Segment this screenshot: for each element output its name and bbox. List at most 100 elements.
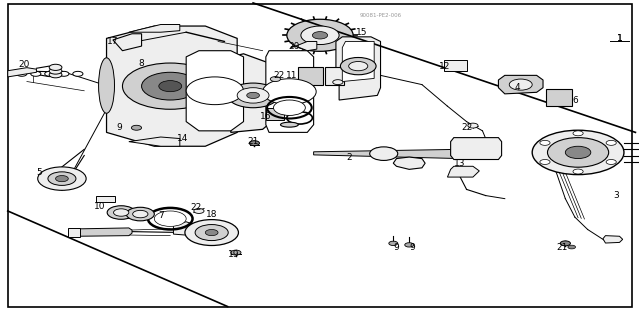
Polygon shape [8,4,632,307]
Polygon shape [342,41,374,81]
Circle shape [126,207,154,221]
Circle shape [404,243,413,247]
Polygon shape [8,68,36,77]
Circle shape [560,241,570,246]
Circle shape [59,71,69,76]
Circle shape [262,79,316,104]
Polygon shape [296,41,317,51]
Polygon shape [266,51,314,132]
Text: 17: 17 [107,37,118,46]
Text: 22: 22 [461,123,472,132]
Text: 11: 11 [285,71,297,80]
Polygon shape [129,137,180,146]
Circle shape [312,32,328,39]
Circle shape [107,206,135,219]
Circle shape [287,19,353,51]
Circle shape [38,167,86,190]
Text: 19: 19 [228,250,240,259]
Circle shape [468,123,478,128]
Circle shape [131,125,141,130]
Polygon shape [231,54,275,132]
Circle shape [301,26,339,44]
Circle shape [231,250,241,255]
Circle shape [73,71,83,76]
Circle shape [132,210,148,218]
Polygon shape [106,26,237,146]
Polygon shape [129,25,180,32]
Text: 20: 20 [289,42,300,51]
Polygon shape [96,196,115,202]
Circle shape [195,225,228,241]
Circle shape [270,77,280,81]
Circle shape [56,175,68,182]
Circle shape [49,72,62,78]
Text: 6: 6 [572,95,578,104]
Bar [546,89,572,106]
Circle shape [540,140,550,145]
Text: 4: 4 [515,83,520,92]
Circle shape [113,209,129,216]
Circle shape [568,245,575,249]
Circle shape [48,172,76,185]
Text: 2: 2 [346,152,351,161]
Polygon shape [113,34,141,51]
Circle shape [349,62,368,71]
Circle shape [194,208,204,213]
Text: 15: 15 [356,28,367,37]
Polygon shape [499,75,543,94]
Text: 1: 1 [616,34,622,43]
Text: 14: 14 [177,134,189,143]
Circle shape [509,79,532,90]
Circle shape [186,77,244,104]
Bar [68,228,80,237]
Polygon shape [394,157,425,169]
Circle shape [547,138,609,167]
Text: 18: 18 [206,210,218,219]
Text: 10: 10 [95,202,106,211]
Bar [298,67,323,85]
Circle shape [49,64,62,70]
Bar [325,67,344,85]
Bar [266,108,284,120]
Circle shape [185,220,239,245]
Circle shape [606,160,616,165]
Text: 90081-PE2-006: 90081-PE2-006 [360,13,401,18]
Circle shape [340,58,376,75]
Polygon shape [78,228,132,236]
Circle shape [249,141,259,146]
Circle shape [122,63,218,109]
Polygon shape [603,236,623,243]
Text: 16: 16 [260,113,271,122]
Circle shape [159,81,182,92]
Circle shape [389,241,397,245]
Circle shape [573,131,583,136]
Circle shape [246,92,259,99]
Circle shape [154,211,186,226]
Circle shape [205,230,218,236]
Text: 3: 3 [613,191,619,200]
Text: 22: 22 [273,71,284,80]
Circle shape [565,146,591,159]
Text: 7: 7 [158,211,164,220]
Circle shape [606,140,616,145]
Text: 8: 8 [139,58,145,67]
Circle shape [273,100,305,115]
Text: 21: 21 [556,244,568,253]
Polygon shape [186,51,244,131]
Text: 22: 22 [190,203,202,212]
Text: 9: 9 [116,123,122,132]
Circle shape [141,72,199,100]
Circle shape [45,71,55,76]
Circle shape [237,88,269,103]
Polygon shape [336,37,381,100]
Polygon shape [444,60,467,71]
Circle shape [49,68,62,74]
Text: 20: 20 [18,60,29,69]
Polygon shape [173,222,199,236]
Text: 13: 13 [454,159,466,168]
Text: 5: 5 [36,168,42,177]
Polygon shape [451,138,502,160]
Circle shape [540,160,550,165]
Text: 9: 9 [410,244,415,253]
Polygon shape [447,166,479,177]
